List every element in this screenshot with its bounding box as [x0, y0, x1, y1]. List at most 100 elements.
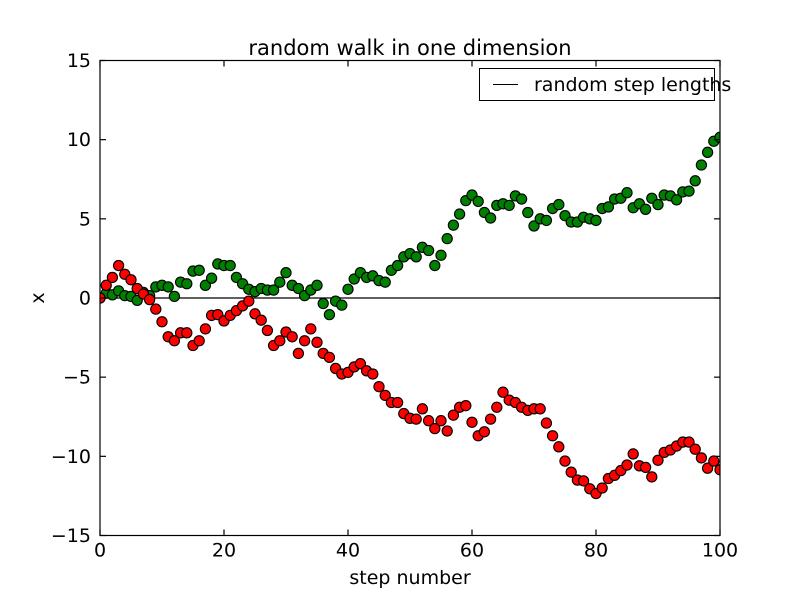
data-point	[336, 299, 348, 311]
data-point	[689, 175, 701, 187]
data-point	[522, 206, 534, 219]
y-tick-label: 10	[67, 129, 91, 151]
legend-box: random step lengths	[479, 68, 731, 101]
data-point	[447, 219, 460, 231]
data-point	[286, 331, 298, 343]
tick-labels-x: 0 20 40 60 80 100	[94, 540, 738, 562]
data-point	[553, 198, 565, 211]
data-point	[181, 327, 193, 339]
data-point	[466, 416, 478, 428]
data-point	[311, 336, 323, 348]
series-green-dots	[100, 131, 720, 321]
data-point	[168, 335, 181, 347]
data-point	[695, 452, 708, 464]
data-point	[156, 316, 168, 328]
data-point	[695, 159, 708, 171]
x-tick-label: 80	[584, 540, 608, 562]
data-point	[205, 272, 218, 284]
data-point	[199, 323, 212, 335]
data-point	[565, 466, 577, 478]
data-point	[484, 413, 497, 425]
data-point	[639, 461, 652, 474]
data-point	[298, 335, 311, 347]
data-point	[274, 276, 286, 288]
data-point	[503, 199, 515, 212]
x-tick-label: 0	[94, 540, 106, 562]
data-point	[112, 259, 125, 272]
data-point	[652, 454, 664, 466]
data-point	[429, 422, 441, 435]
data-point	[391, 259, 404, 272]
data-point	[354, 358, 367, 370]
x-tick-label: 60	[460, 540, 484, 562]
data-point	[199, 279, 212, 291]
data-point	[528, 220, 540, 232]
data-point	[323, 351, 336, 364]
data-point	[553, 441, 565, 453]
data-point	[150, 303, 162, 315]
data-point	[546, 430, 559, 442]
data-point	[435, 415, 447, 427]
data-point	[181, 278, 193, 290]
data-point	[255, 314, 267, 326]
y-tick-label: 5	[79, 208, 91, 230]
data-point	[373, 381, 385, 393]
data-point	[460, 400, 472, 412]
data-point	[441, 232, 453, 245]
axis-ticks-y	[100, 59, 720, 537]
data-point	[410, 413, 422, 425]
data-point	[379, 389, 391, 402]
data-point	[416, 403, 429, 415]
legend-label: random step lengths	[534, 73, 732, 96]
data-point	[447, 409, 460, 421]
data-point	[292, 282, 305, 295]
x-tick-label: 20	[212, 540, 236, 562]
x-axis-label: step number	[349, 567, 471, 589]
data-point	[305, 323, 317, 335]
data-point	[367, 368, 379, 380]
series-red-dots	[100, 259, 720, 500]
x-tick-label: 100	[702, 540, 738, 562]
data-point	[267, 284, 280, 296]
data-point	[261, 324, 274, 337]
data-point	[193, 335, 205, 347]
data-point	[689, 443, 701, 455]
data-point	[627, 448, 639, 460]
data-point	[311, 279, 323, 291]
data-point	[391, 396, 404, 409]
data-point	[106, 271, 119, 284]
tick-labels-y: −15 −10 −5 0 5 10 15	[51, 50, 91, 547]
data-point	[317, 297, 329, 310]
data-point	[478, 426, 491, 438]
data-point	[670, 194, 683, 206]
data-point	[143, 293, 156, 306]
data-point	[410, 251, 422, 263]
data-point	[224, 259, 236, 272]
data-point	[422, 415, 435, 427]
y-tick-label: 0	[79, 288, 91, 310]
y-tick-label: 15	[67, 50, 91, 72]
data-point	[491, 401, 503, 413]
data-point	[540, 417, 553, 429]
data-point	[683, 436, 695, 448]
axis-ticks-x	[99, 60, 721, 536]
chart-title: random walk in one dimension	[248, 36, 572, 60]
data-point	[683, 185, 695, 197]
data-point	[472, 195, 484, 208]
data-point	[429, 259, 441, 272]
data-point	[100, 279, 112, 291]
data-point	[441, 425, 453, 437]
data-point	[280, 267, 292, 279]
data-point	[596, 482, 608, 494]
data-point	[168, 290, 181, 303]
data-point	[602, 201, 615, 213]
y-tick-label: −10	[51, 446, 91, 468]
data-point	[125, 274, 137, 286]
data-point	[540, 214, 553, 227]
y-tick-label: −15	[51, 525, 91, 547]
data-point	[534, 403, 546, 415]
data-point	[577, 475, 590, 487]
data-point	[422, 244, 435, 257]
